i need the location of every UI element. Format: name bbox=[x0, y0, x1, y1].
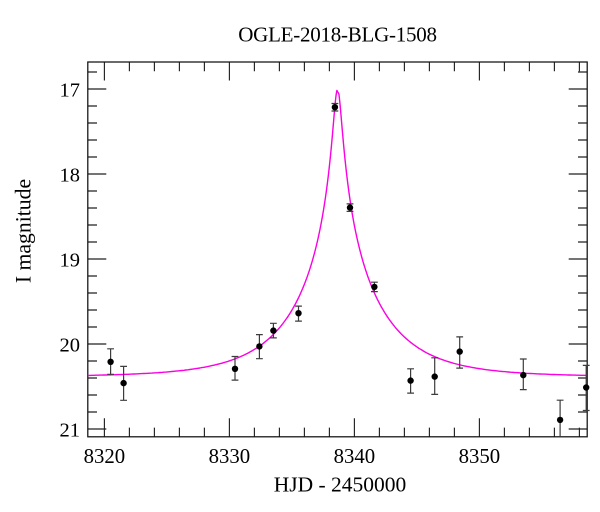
svg-text:19: 19 bbox=[60, 249, 81, 271]
svg-text:OGLE-2018-BLG-1508: OGLE-2018-BLG-1508 bbox=[238, 22, 436, 46]
svg-text:20: 20 bbox=[60, 334, 81, 356]
svg-text:8340: 8340 bbox=[334, 445, 376, 468]
svg-text:8350: 8350 bbox=[459, 445, 501, 468]
svg-text:8320: 8320 bbox=[84, 445, 126, 468]
svg-text:17: 17 bbox=[60, 79, 81, 101]
svg-text:21: 21 bbox=[60, 419, 81, 441]
svg-text:8330: 8330 bbox=[209, 445, 251, 468]
svg-text:I magnitude: I magnitude bbox=[12, 179, 36, 283]
svg-text:HJD - 2450000: HJD - 2450000 bbox=[274, 473, 407, 497]
svg-text:18: 18 bbox=[60, 164, 81, 186]
